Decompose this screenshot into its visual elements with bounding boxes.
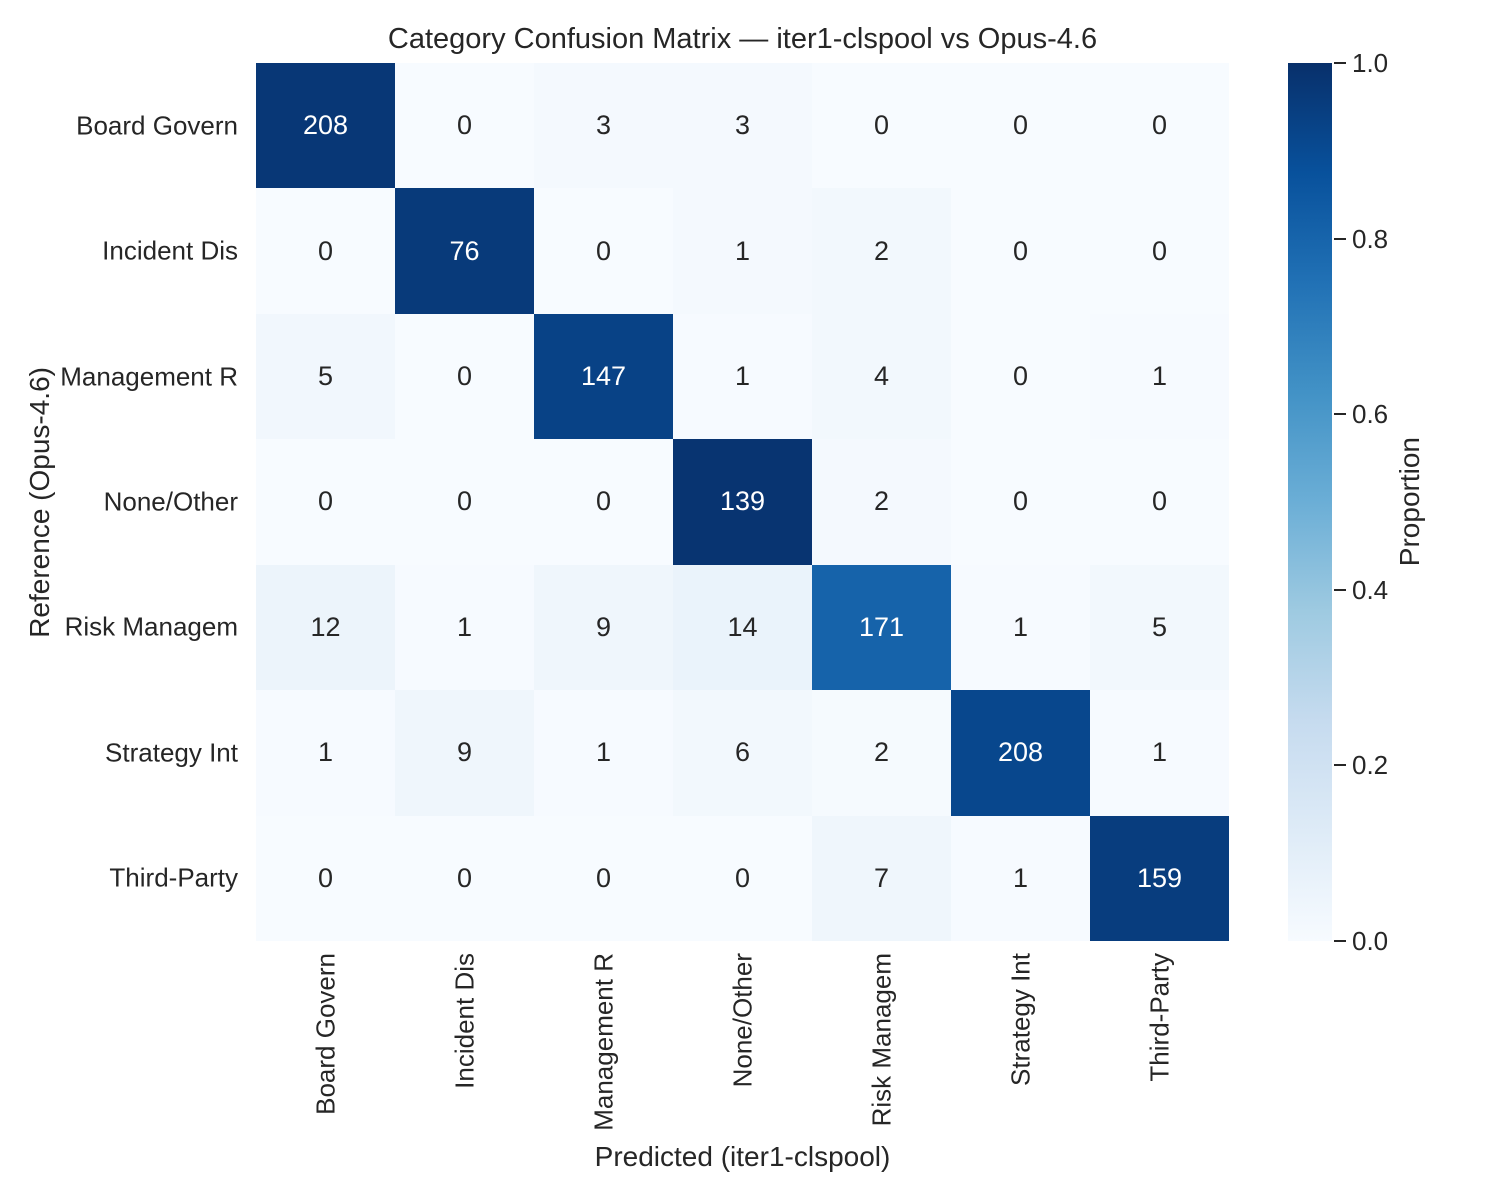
heatmap-cell: 0 bbox=[395, 63, 534, 189]
heatmap-cell: 0 bbox=[256, 439, 395, 565]
heatmap-cell: 1 bbox=[951, 815, 1090, 941]
heatmap-cell: 0 bbox=[534, 439, 673, 565]
heatmap-cell: 0 bbox=[951, 63, 1090, 189]
colorbar-tick-mark bbox=[1334, 237, 1346, 240]
colorbar-tick-mark bbox=[1334, 764, 1346, 767]
heatmap-cell: 3 bbox=[673, 63, 812, 189]
heatmap-cell: 1 bbox=[1090, 313, 1229, 440]
heatmap-cell: 0 bbox=[395, 439, 534, 565]
heatmap-cell: 1 bbox=[395, 564, 534, 691]
x-tick-label-text: Risk Managem bbox=[866, 953, 897, 1127]
heatmap-cell: 0 bbox=[534, 815, 673, 941]
x-tick-label: None/Other bbox=[727, 953, 758, 1088]
colorbar-tick-mark bbox=[1334, 413, 1346, 416]
heatmap-cell: 0 bbox=[395, 815, 534, 941]
heatmap-cell: 159 bbox=[1090, 815, 1229, 941]
heatmap-cell: 0 bbox=[951, 439, 1090, 565]
chart-title: Category Confusion Matrix — iter1-clspoo… bbox=[387, 23, 1098, 55]
colorbar-label-container: Proportion bbox=[1394, 63, 1426, 941]
x-tick-label: Board Govern bbox=[310, 953, 341, 1115]
x-tick-label-text: Board Govern bbox=[310, 953, 341, 1115]
heatmap-cell: 0 bbox=[1090, 188, 1229, 314]
x-tick-label-text: Strategy Int bbox=[1005, 953, 1036, 1086]
heatmap-cell: 1 bbox=[951, 564, 1090, 691]
y-tick-label: Management R bbox=[60, 361, 238, 392]
x-tick-label: Incident Dis bbox=[449, 953, 480, 1089]
heatmap-grid: 208 0 3 3 0 0 0 0 76 0 1 2 0 0 5 0 147 1 4 0 1 0 0 0 139 2 0 0 12 1 9 1… bbox=[256, 63, 1229, 941]
heatmap-cell: 5 bbox=[1090, 564, 1229, 691]
heatmap-cell: 14 bbox=[673, 564, 812, 691]
colorbar-tick-mark bbox=[1334, 62, 1346, 64]
colorbar-tick-mark bbox=[1334, 588, 1346, 591]
heatmap-cell: 6 bbox=[673, 690, 812, 816]
heatmap-cell: 2 bbox=[812, 439, 951, 565]
heatmap-cell: 1 bbox=[673, 188, 812, 314]
heatmap-cell: 9 bbox=[395, 690, 534, 816]
heatmap-cell: 0 bbox=[1090, 439, 1229, 565]
heatmap-cell: 5 bbox=[256, 313, 395, 440]
heatmap-cell: 2 bbox=[812, 188, 951, 314]
heatmap-cell: 0 bbox=[951, 188, 1090, 314]
colorbar-tick-label: 0.2 bbox=[1352, 750, 1389, 781]
x-tick-label-text: Third-Party bbox=[1144, 953, 1175, 1082]
x-tick-label: Risk Managem bbox=[866, 953, 897, 1127]
x-tick-label-text: None/Other bbox=[727, 953, 758, 1088]
heatmap-cell: 1 bbox=[534, 690, 673, 816]
x-tick-label-text: Management R bbox=[588, 953, 619, 1131]
heatmap-cell: 0 bbox=[673, 815, 812, 941]
heatmap-cell: 7 bbox=[812, 815, 951, 941]
heatmap-cell: 12 bbox=[256, 564, 395, 691]
x-tick-label: Management R bbox=[588, 953, 619, 1131]
heatmap-cell: 0 bbox=[951, 313, 1090, 440]
heatmap-cell: 0 bbox=[256, 188, 395, 314]
heatmap-cell: 1 bbox=[1090, 690, 1229, 816]
heatmap-cell: 0 bbox=[812, 63, 951, 189]
heatmap-cell: 76 bbox=[395, 188, 534, 314]
y-tick-label: Risk Managem bbox=[64, 612, 238, 643]
heatmap-cell: 147 bbox=[534, 313, 673, 440]
colorbar-tick-label: 0.8 bbox=[1352, 223, 1389, 254]
heatmap-cell: 171 bbox=[812, 564, 951, 691]
heatmap-cell: 0 bbox=[534, 188, 673, 314]
heatmap-cell: 3 bbox=[534, 63, 673, 189]
heatmap-cell: 1 bbox=[256, 690, 395, 816]
heatmap-cell: 0 bbox=[256, 815, 395, 941]
colorbar-tick-mark bbox=[1334, 940, 1346, 942]
y-tick-label: Strategy Int bbox=[105, 737, 238, 768]
x-tick-label: Third-Party bbox=[1144, 953, 1175, 1082]
x-axis-label: Predicted (iter1-clspool) bbox=[594, 1141, 891, 1172]
heatmap-cell: 139 bbox=[673, 439, 812, 565]
y-tick-label: None/Other bbox=[103, 486, 238, 517]
y-tick-label: Board Govern bbox=[76, 110, 238, 141]
colorbar-tick-label: 0.0 bbox=[1352, 926, 1389, 956]
colorbar-label: Proportion bbox=[1394, 437, 1425, 567]
heatmap-cell: 4 bbox=[812, 313, 951, 440]
x-tick-label-text: Incident Dis bbox=[449, 953, 480, 1089]
colorbar-tick-label: 0.6 bbox=[1352, 399, 1389, 430]
heatmap-cell: 9 bbox=[534, 564, 673, 691]
heatmap-cell: 0 bbox=[395, 313, 534, 440]
y-tick-label: Third-Party bbox=[109, 862, 238, 893]
heatmap-cell: 1 bbox=[673, 313, 812, 440]
heatmap-cell: 208 bbox=[256, 63, 395, 189]
heatmap-cell: 208 bbox=[951, 690, 1090, 816]
colorbar-tick-label: 1.0 bbox=[1352, 48, 1389, 78]
y-tick-label: Incident Dis bbox=[102, 235, 238, 266]
x-tick-label: Strategy Int bbox=[1005, 953, 1036, 1086]
heatmap-cell: 0 bbox=[1090, 63, 1229, 189]
colorbar-tick-label: 0.4 bbox=[1352, 574, 1389, 605]
heatmap-cell: 2 bbox=[812, 690, 951, 816]
colorbar-gradient bbox=[1288, 63, 1332, 941]
